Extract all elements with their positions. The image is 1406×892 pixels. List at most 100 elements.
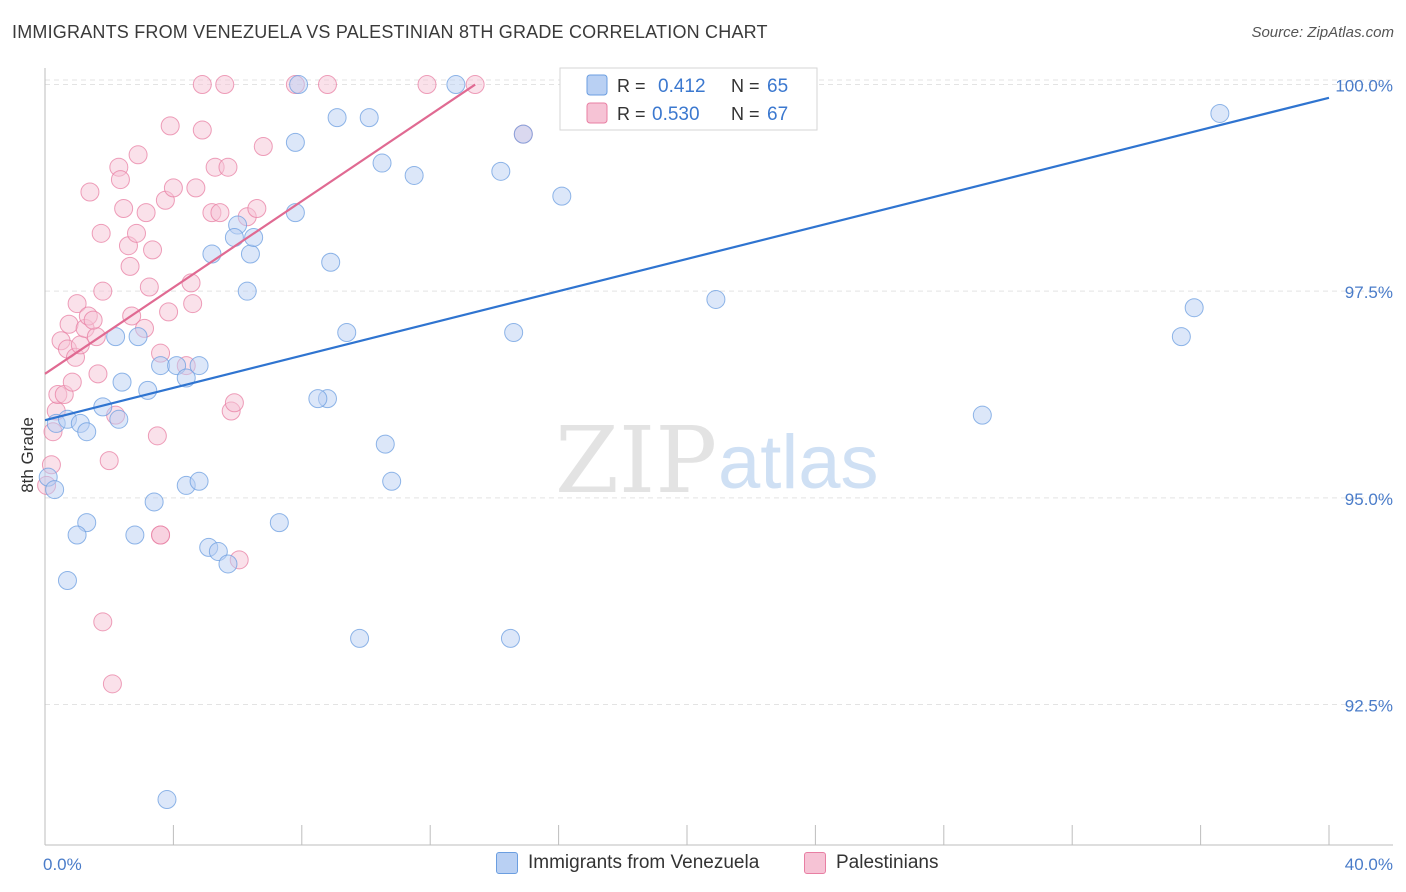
venezuela-point-19 xyxy=(189,471,209,491)
palestinian-point-32 xyxy=(136,203,156,223)
legend-item-venezuela: Immigrants from Venezuela xyxy=(496,852,759,874)
palestinian-point-27 xyxy=(120,256,140,276)
palestinian-point-62 xyxy=(417,75,437,95)
palestinian-trend-line xyxy=(44,83,476,375)
venezuela-point-56 xyxy=(500,628,520,648)
y-tick-label-3: 92.5% xyxy=(1345,696,1393,715)
legend-r-value-1: 0.412 xyxy=(658,76,706,97)
venezuela-point-40 xyxy=(285,132,305,152)
palestinian-point-51 xyxy=(218,157,238,177)
venezuela-point-29 xyxy=(240,244,260,264)
palestinian-point-41 xyxy=(160,116,180,136)
venezuela-point-17 xyxy=(189,356,209,376)
venezuela-point-11 xyxy=(67,525,87,545)
venezuela-point-54 xyxy=(1184,298,1204,318)
source-label: Source: ZipAtlas.com xyxy=(1251,24,1394,41)
palestinian-point-11 xyxy=(67,294,87,314)
venezuela-point-42 xyxy=(359,108,379,128)
palestinian-point-25 xyxy=(114,199,134,219)
venezuela-point-58 xyxy=(157,790,177,810)
palestinian-point-65 xyxy=(93,612,113,632)
palestinian-point-20 xyxy=(80,182,100,202)
palestinian-point-24 xyxy=(110,170,130,190)
venezuela-point-35 xyxy=(337,323,357,343)
trend-lines xyxy=(44,83,1330,422)
venezuela-point-55 xyxy=(1210,103,1230,123)
venezuela-point-14 xyxy=(151,356,171,376)
palestinian-point-21 xyxy=(99,451,119,471)
venezuela-point-52 xyxy=(972,405,992,425)
venezuela-point-43 xyxy=(372,153,392,173)
venezuela-point-12 xyxy=(144,492,164,512)
palestinian-point-59 xyxy=(215,75,235,95)
y-tick-labels: 100.0% 97.5% 95.0% 92.5% xyxy=(1335,77,1393,716)
y-tick-label-1: 97.5% xyxy=(1345,283,1393,302)
venezuela-point-46 xyxy=(446,75,466,95)
legend-n-value-2: 67 xyxy=(767,104,788,125)
y-tick-label-2: 95.0% xyxy=(1345,490,1393,509)
legend-swatch-venezuela xyxy=(496,852,518,874)
venezuela-point-8 xyxy=(112,372,132,392)
y-axis-title: 8th Grade xyxy=(18,417,37,493)
palestinian-point-61 xyxy=(317,75,337,95)
venezuela-point-5 xyxy=(77,422,97,442)
venezuela-point-53 xyxy=(1171,327,1191,347)
venezuela-point-47 xyxy=(491,161,511,181)
venezuela-point-51 xyxy=(706,289,726,309)
venezuela-point-32 xyxy=(224,227,244,247)
palestinian-point-33 xyxy=(139,277,159,297)
venezuela-point-13 xyxy=(125,525,145,545)
legend-r-label-1: R = xyxy=(617,76,646,96)
legend-top: R = 0.412 N = 65 R = 0.530 N = 67 xyxy=(559,67,818,131)
venezuela-point-6 xyxy=(109,409,129,429)
y-tick-label-0: 100.0% xyxy=(1335,77,1393,96)
legend-item-palestinians: Palestinians xyxy=(804,852,938,874)
watermark: ZIP atlas xyxy=(555,407,879,514)
venezuela-point-38 xyxy=(375,434,395,454)
legend-swatch-blue xyxy=(586,74,608,96)
palestinian-point-17 xyxy=(93,281,113,301)
legend-bottom: Immigrants from Venezuela Palestinians xyxy=(0,852,1406,878)
grid-lines xyxy=(45,79,1393,705)
x-ticks xyxy=(44,825,1330,845)
legend-n-label-2: N = xyxy=(731,104,760,124)
palestinian-point-44 xyxy=(183,294,203,314)
venezuela-point-41 xyxy=(327,108,347,128)
venezuela-point-23 xyxy=(269,513,289,533)
palestinian-point-8 xyxy=(62,372,82,392)
venezuela-point-26 xyxy=(128,327,148,347)
palestinian-point-46 xyxy=(186,178,206,198)
legend-r-value-2: 0.530 xyxy=(652,104,700,125)
venezuela-point-50 xyxy=(504,323,524,343)
x-tick-label-1: 40.0% xyxy=(1345,855,1393,874)
legend-r-label-2: R = xyxy=(617,104,646,124)
venezuela-points xyxy=(38,75,1230,810)
palestinian-point-40 xyxy=(159,302,179,322)
legend-swatch-pink xyxy=(586,102,608,124)
venezuela-point-48 xyxy=(513,124,533,144)
venezuela-point-57 xyxy=(350,628,370,648)
venezuela-point-45 xyxy=(289,75,309,95)
axes xyxy=(44,68,1393,846)
palestinians-points xyxy=(37,75,533,694)
venezuela-point-28 xyxy=(237,281,257,301)
palestinian-point-36 xyxy=(147,426,167,446)
palestinian-point-38 xyxy=(151,525,171,545)
palestinian-point-34 xyxy=(143,240,163,260)
palestinian-point-56 xyxy=(247,199,267,219)
venezuela-point-34 xyxy=(321,252,341,272)
legend-swatch-palestinians xyxy=(804,852,826,874)
palestinian-point-28 xyxy=(126,223,146,243)
venezuela-point-31 xyxy=(244,227,264,247)
venezuela-point-49 xyxy=(552,186,572,206)
palestinian-point-42 xyxy=(163,178,183,198)
watermark-zip: ZIP xyxy=(555,407,717,514)
palestinian-point-15 xyxy=(88,364,108,384)
venezuela-point-1 xyxy=(45,480,65,500)
palestinian-point-18 xyxy=(91,223,111,243)
legend-n-label-1: N = xyxy=(731,76,760,96)
venezuela-point-37 xyxy=(308,389,328,409)
palestinian-point-53 xyxy=(224,393,244,413)
palestinian-point-57 xyxy=(253,137,273,157)
palestinian-point-29 xyxy=(128,145,148,165)
